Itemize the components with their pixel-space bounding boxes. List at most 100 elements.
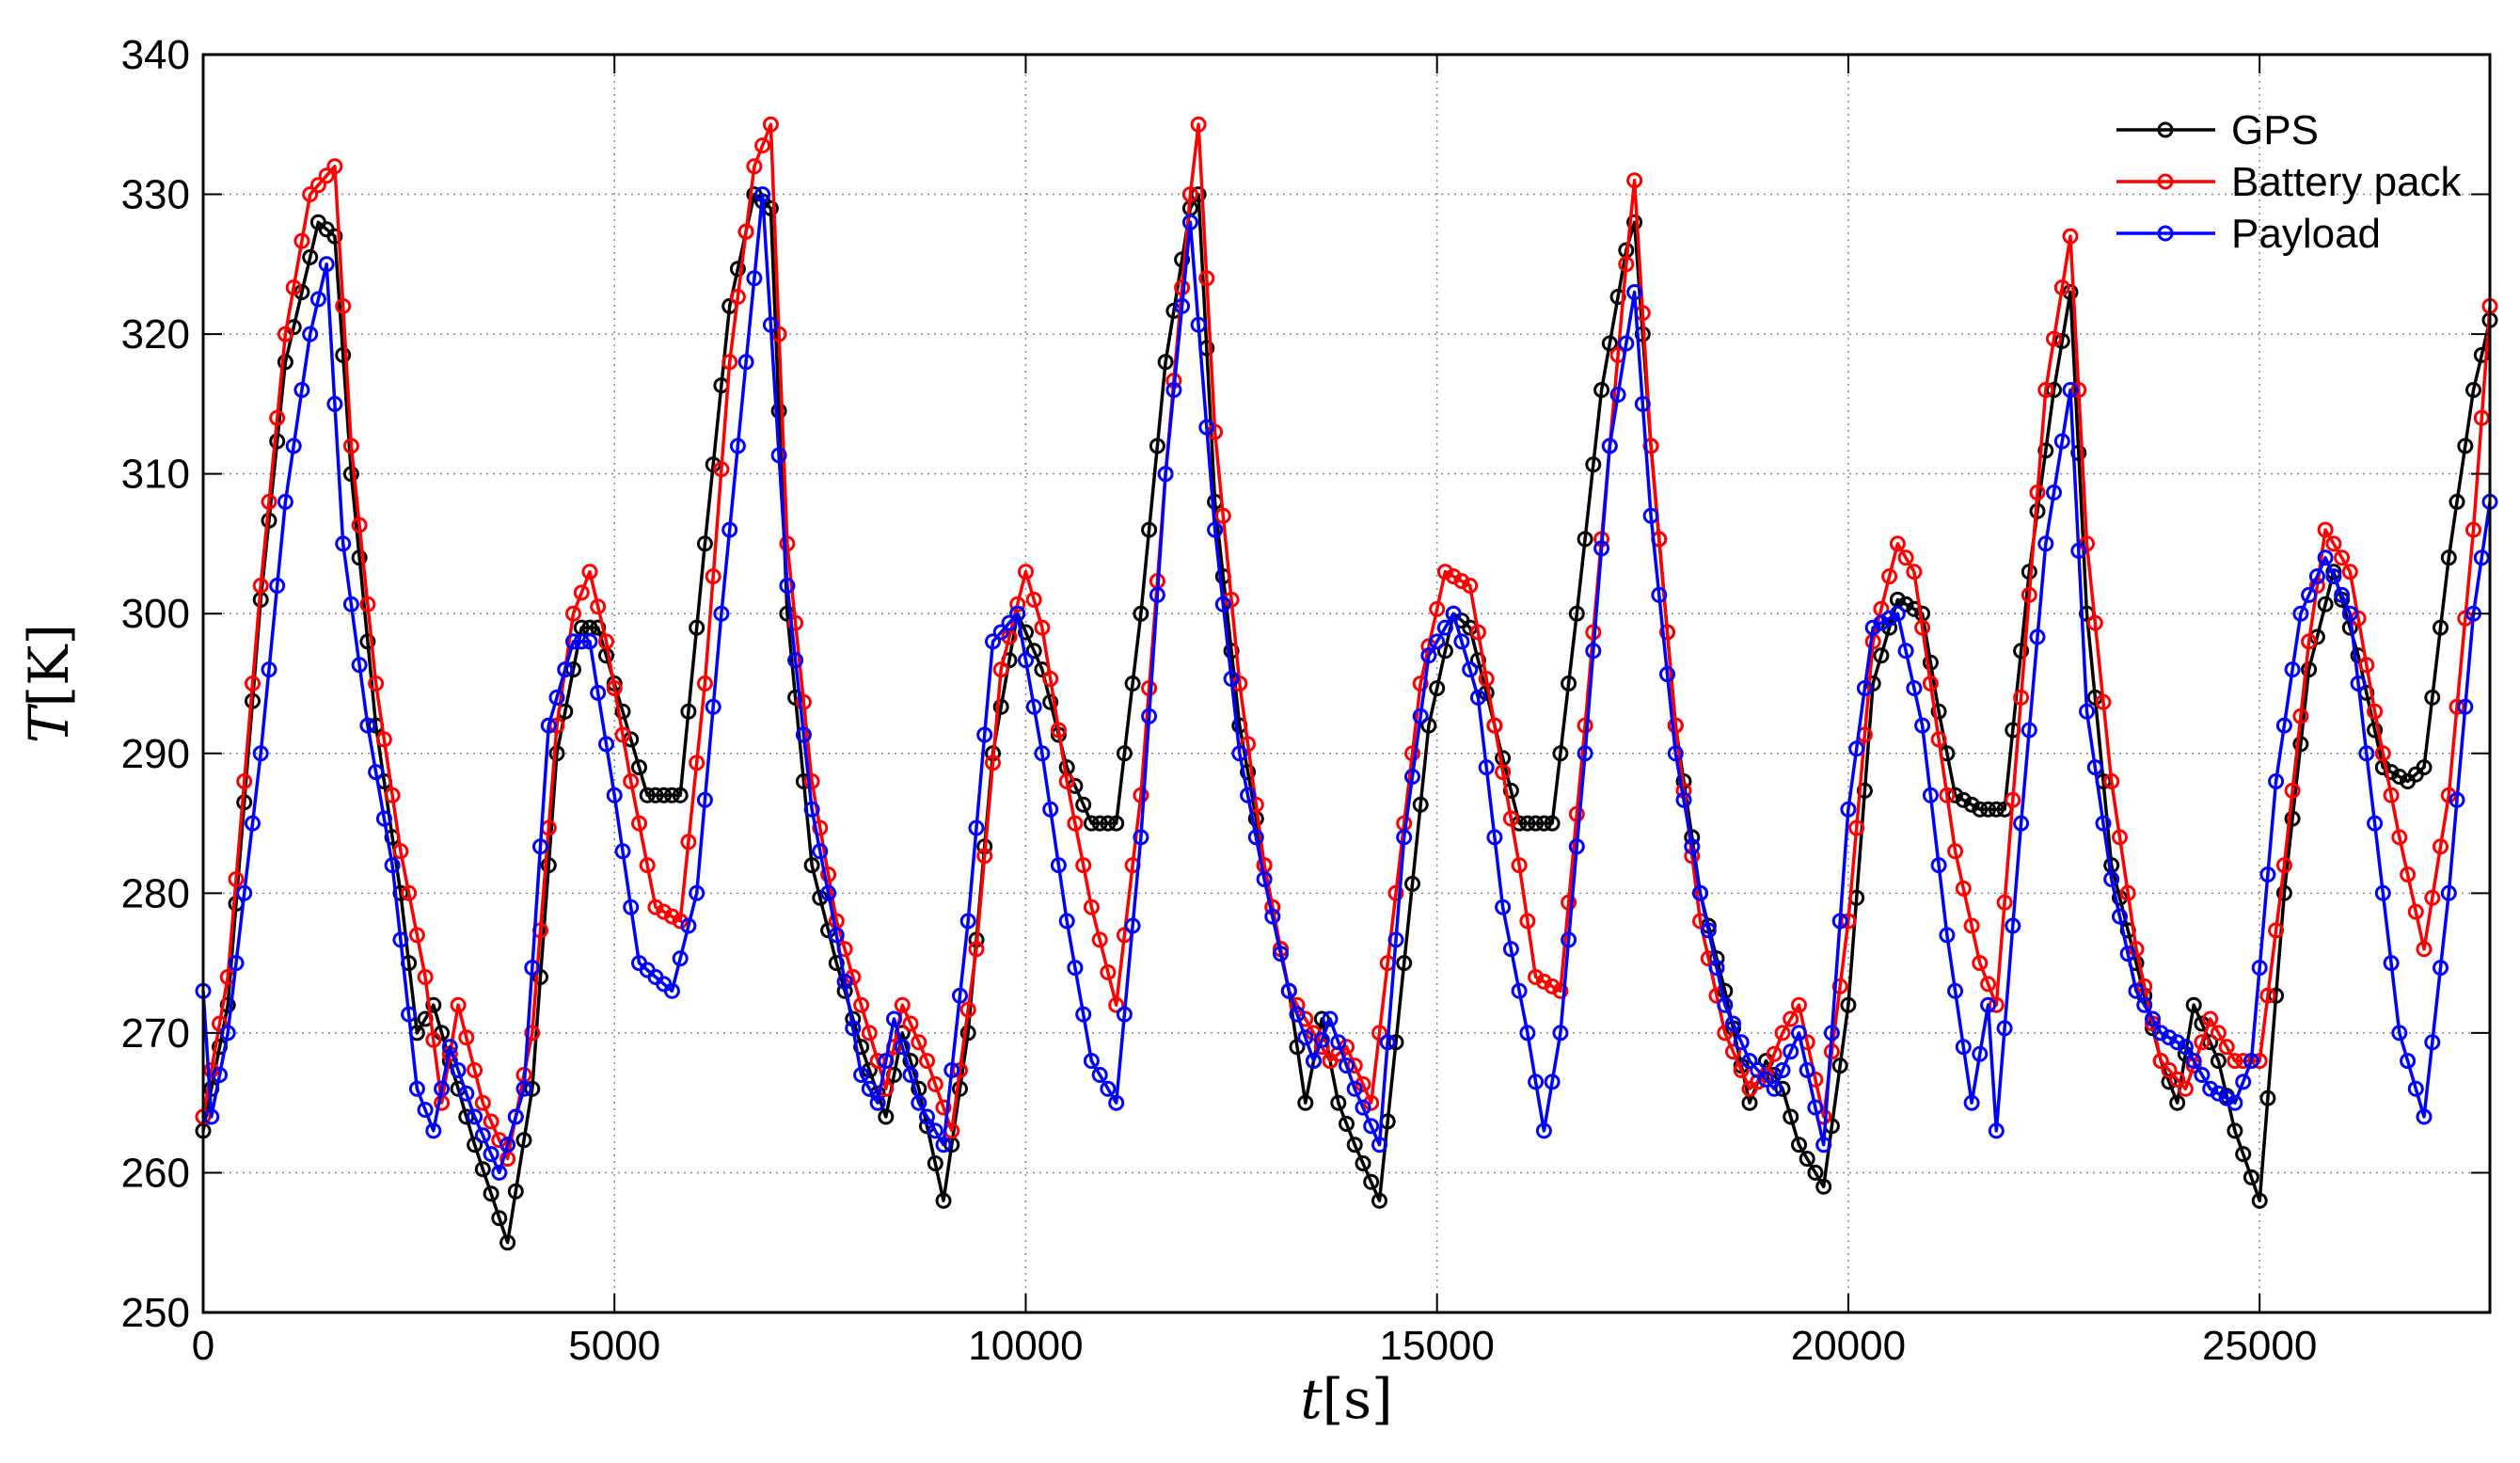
data-point-battery-pack [2227, 1053, 2243, 1070]
data-point-payload [1659, 666, 1675, 683]
data-point-gps [803, 857, 820, 874]
data-point-gps [1963, 796, 1980, 813]
data-point-payload [507, 1108, 524, 1125]
data-point-gps [1429, 680, 1446, 696]
data-point-payload [861, 1080, 878, 1097]
data-point-payload [1717, 996, 1734, 1013]
data-point-payload [1609, 387, 1626, 403]
data-point-gps [2275, 884, 2292, 901]
data-point-battery-pack [1083, 898, 1100, 915]
data-point-battery-pack [1577, 717, 1593, 734]
data-point-payload [1848, 740, 1865, 757]
data-point-payload [1313, 1031, 1330, 1048]
data-point-battery-pack [614, 726, 631, 743]
data-point-gps [2317, 596, 2334, 612]
data-point-gps [491, 1210, 508, 1227]
data-point-payload [2374, 884, 2391, 901]
data-point-gps [2416, 759, 2433, 776]
data-point-payload [499, 1137, 516, 1153]
data-point-payload [2062, 382, 2079, 398]
data-point-gps [1840, 996, 1857, 1013]
data-point-payload [1256, 871, 1273, 887]
data-point-battery-pack [1075, 857, 1092, 874]
data-point-battery-pack [1561, 894, 1577, 911]
data-point-battery-pack [2301, 633, 2318, 650]
data-point-battery-pack [467, 1062, 483, 1078]
data-point-payload [919, 1108, 935, 1125]
data-point-battery-pack [384, 787, 401, 803]
tick-labels: 0 5000 10000 15000 20000 25000 250 260 270 280 290… [121, 32, 2318, 1369]
data-point-gps [2227, 1122, 2243, 1139]
data-point-battery-pack [1939, 787, 1956, 803]
data-point-battery-pack [1528, 969, 1545, 985]
data-point-gps [812, 889, 829, 906]
data-point-payload [663, 982, 680, 999]
data-point-battery-pack [680, 834, 697, 851]
data-point-gps [1412, 796, 1429, 813]
data-point-payload [1108, 1094, 1125, 1111]
data-point-gps [861, 1062, 878, 1078]
data-point-payload [2145, 1010, 2161, 1027]
data-point-payload [1346, 1080, 1363, 1097]
data-point-payload [911, 1094, 927, 1111]
data-point-payload [1568, 838, 1585, 855]
data-point-battery-pack [1947, 843, 1964, 860]
data-point-battery-pack [1535, 973, 1552, 990]
data-point-payload [1535, 1122, 1552, 1139]
data-point-gps [2169, 1094, 2186, 1111]
data-point-gps [2465, 382, 2481, 398]
data-point-payload [1190, 316, 1207, 333]
data-point-gps [2440, 549, 2457, 566]
x-tick-label: 10000 [968, 1323, 1083, 1369]
data-point-battery-pack [1091, 931, 1108, 948]
data-point-battery-pack [1568, 805, 1585, 822]
data-point-payload [1042, 801, 1059, 818]
data-point-payload [1174, 297, 1191, 314]
data-point-payload [1667, 745, 1684, 762]
data-point-payload [1083, 1053, 1100, 1070]
data-point-gps [1535, 815, 1552, 832]
data-point-payload [672, 950, 689, 967]
data-point-battery-pack [2358, 657, 2375, 674]
data-point-battery-pack [2112, 829, 2128, 846]
data-point-battery-pack [1034, 619, 1051, 636]
data-point-battery-pack [2005, 791, 2021, 808]
data-point-battery-pack [2465, 521, 2481, 538]
data-point-battery-pack [309, 177, 326, 194]
data-point-payload [401, 1006, 418, 1023]
data-point-battery-pack [2383, 787, 2400, 803]
data-point-payload [450, 1062, 467, 1078]
data-point-payload [754, 186, 771, 203]
data-point-payload [853, 1067, 870, 1083]
data-point-battery-pack [919, 1053, 935, 1070]
data-point-payload [1075, 1006, 1092, 1023]
data-point-battery-pack [228, 871, 245, 887]
data-point-payload [261, 661, 277, 678]
data-point-payload [2268, 773, 2285, 789]
data-point-gps [1355, 1155, 1371, 1171]
data-point-gps [1404, 875, 1420, 892]
data-point-battery-pack [631, 815, 647, 832]
data-point-payload [1264, 908, 1281, 925]
data-point-payload [1034, 745, 1051, 762]
data-point-battery-pack [203, 1062, 220, 1078]
data-point-payload [1725, 1015, 1741, 1032]
data-point-gps [1141, 521, 1158, 538]
data-point-battery-pack [408, 927, 425, 944]
data-point-battery-pack [524, 1025, 541, 1042]
data-point-battery-pack [359, 596, 376, 612]
data-point-battery-pack [911, 1034, 927, 1051]
data-point-gps [1124, 676, 1141, 692]
data-point-payload [2235, 1073, 2252, 1090]
data-point-payload [1363, 1118, 1380, 1135]
data-point-battery-pack [2021, 586, 2037, 603]
data-point-payload [992, 624, 1009, 641]
data-point-battery-pack [326, 158, 343, 175]
data-point-payload [1214, 596, 1231, 612]
data-point-payload [1651, 586, 1668, 603]
data-point-battery-pack [2433, 838, 2449, 855]
data-point-payload [2341, 605, 2358, 622]
data-point-gps [2037, 442, 2054, 459]
data-point-payload [1897, 643, 1914, 660]
data-point-gps [1922, 654, 1939, 671]
